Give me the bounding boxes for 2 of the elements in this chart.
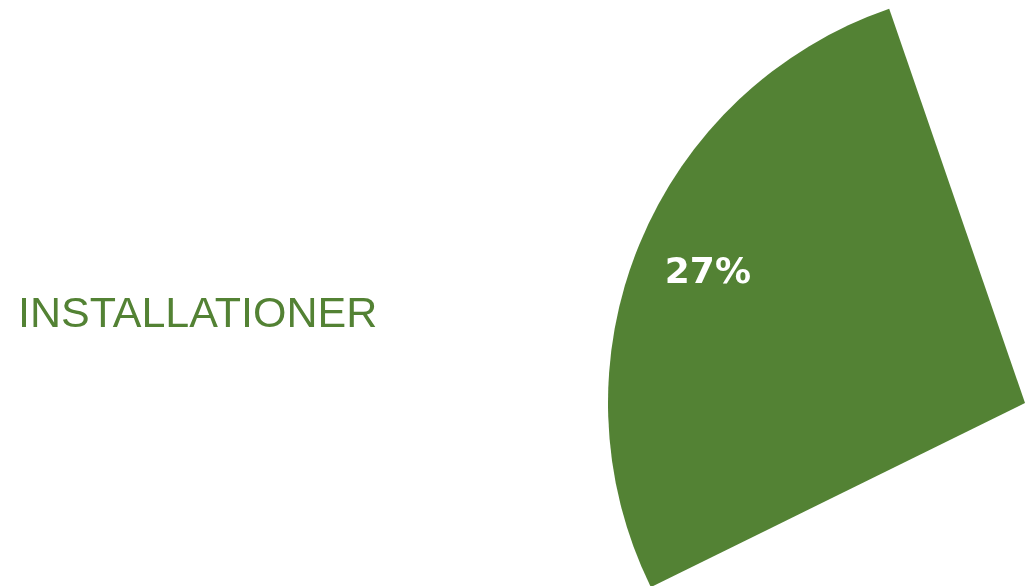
slice-label: INSTALLATIONER xyxy=(18,288,378,336)
data-label: 27% xyxy=(664,250,751,292)
